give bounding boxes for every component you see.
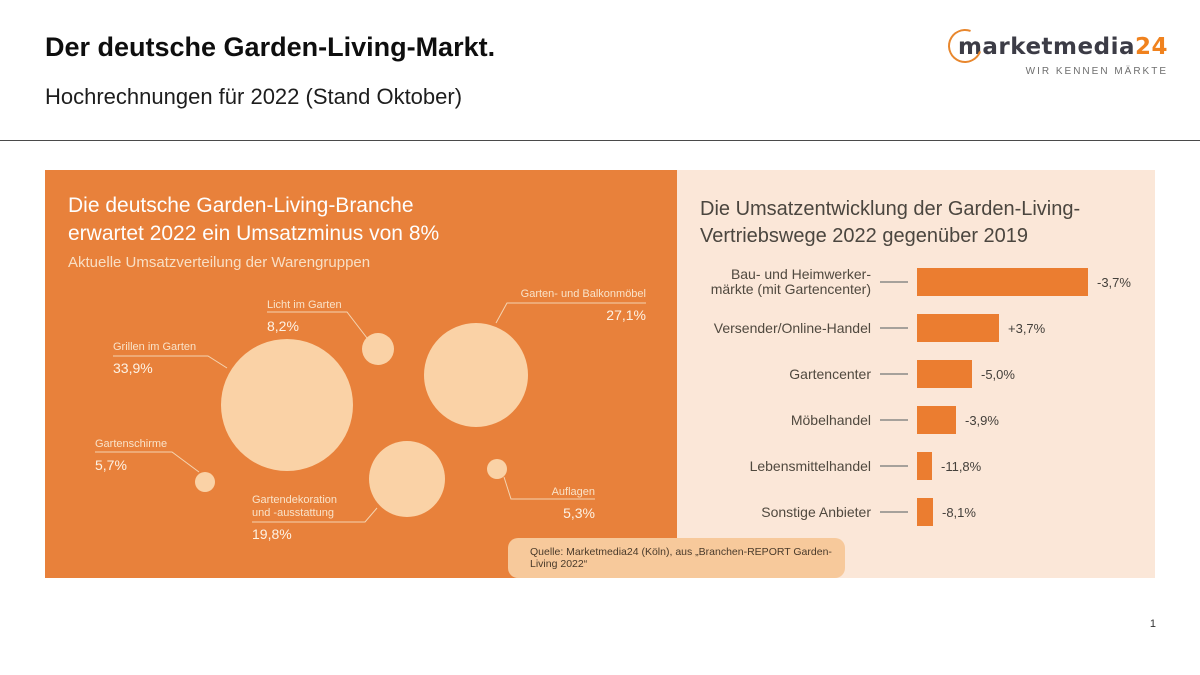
- bubble-chart-subtitle: Aktuelle Umsatzverteilung der Warengrupp…: [68, 254, 371, 271]
- bar-chart-panel: Die Umsatzentwicklung der Garden-Living-…: [677, 170, 1155, 578]
- connector-line-licht: [267, 311, 368, 339]
- brand-tagline: WIR KENNEN MÄRKTE: [1025, 66, 1168, 77]
- label-connector-line: [880, 327, 908, 329]
- bubble-licht-im-garten: [362, 333, 394, 365]
- bubble-gartenschirme: [195, 472, 215, 492]
- bubble-label-grillen: Grillen im Garten 33,9%: [113, 341, 197, 376]
- brand-suffix: 24: [1134, 34, 1168, 60]
- trend-bar: [917, 498, 933, 526]
- bubble-label-auflagen: Auflagen 5,3%: [551, 486, 595, 521]
- bubble-label-balkonmoebel: Garten- und Balkonmöbel 27,1%: [520, 288, 646, 323]
- connector-line-gartendekoration: [252, 507, 378, 523]
- connector-line-auflagen: [503, 476, 595, 500]
- bubble-label-gartendekoration: Gartendekoration und -ausstattung 19,8%: [252, 494, 337, 542]
- connector-line-grillen: [113, 355, 228, 369]
- bubble-grillen-im-garten: [221, 339, 353, 471]
- bubble-garten-und-balkonmoebel: [424, 323, 528, 427]
- page-subtitle: Hochrechnungen für 2022 (Stand Oktober): [45, 84, 463, 109]
- label-connector-line: [880, 511, 908, 513]
- page-title: Der deutsche Garden-Living-Markt.: [45, 32, 496, 62]
- bar-row-baumaerkte: Bau- und Heimwerker- märkte (mit Gartenc…: [710, 266, 1131, 297]
- trend-bar: [917, 406, 956, 434]
- source-note: Quelle: Marketmedia24 (Köln), aus „Branc…: [508, 538, 845, 578]
- logo-ring-icon: [942, 23, 988, 69]
- connector-line-gartenschirme: [95, 451, 200, 473]
- connector-line-balkonmoebel: [495, 302, 646, 324]
- trend-bar: [917, 314, 999, 342]
- trend-bar: [917, 268, 1088, 296]
- page-number: 1: [1149, 618, 1156, 630]
- bar-row-moebelhandel: Möbelhandel -3,9%: [677, 406, 1155, 434]
- bubble-label-gartenschirme: Gartenschirme 5,7%: [95, 438, 168, 473]
- bar-row-versender: Versender/Online-Handel +3,7%: [677, 314, 1155, 342]
- header-divider: [0, 140, 1200, 141]
- bubble-chart: [95, 302, 646, 523]
- brand-name: marketmedia: [957, 34, 1135, 60]
- bar-chart-title: Die Umsatzentwicklung der Garden-Living-…: [700, 198, 1081, 247]
- bubble-label-licht: Licht im Garten 8,2%: [267, 299, 342, 334]
- label-connector-line: [880, 465, 908, 467]
- source-text: Quelle: Marketmedia24 (Köln), aus „Branc…: [530, 546, 832, 570]
- trend-bar: [917, 452, 932, 480]
- label-connector-line: [880, 281, 908, 283]
- bar-row-lebensmittelhandel: Lebensmittelhandel -11,8%: [677, 452, 1155, 480]
- bubble-chart-title: Die deutsche Garden-Living-Branche erwar…: [68, 194, 440, 245]
- bubble-auflagen: [487, 459, 507, 479]
- bubble-gartendekoration: [369, 441, 445, 517]
- bar-row-gartencenter: Gartencenter -5,0%: [677, 360, 1155, 388]
- bar-row-sonstige: Sonstige Anbieter -8,1%: [677, 498, 1155, 526]
- brand-logo: marketmedia24 WIR KENNEN MÄRKTE: [942, 23, 1168, 77]
- bubble-chart-panel: Die deutsche Garden-Living-Branche erwar…: [45, 170, 677, 578]
- label-connector-line: [880, 419, 908, 421]
- brand-wordmark: marketmedia24: [942, 23, 1168, 69]
- trend-bar: [917, 360, 972, 388]
- label-connector-line: [880, 373, 908, 375]
